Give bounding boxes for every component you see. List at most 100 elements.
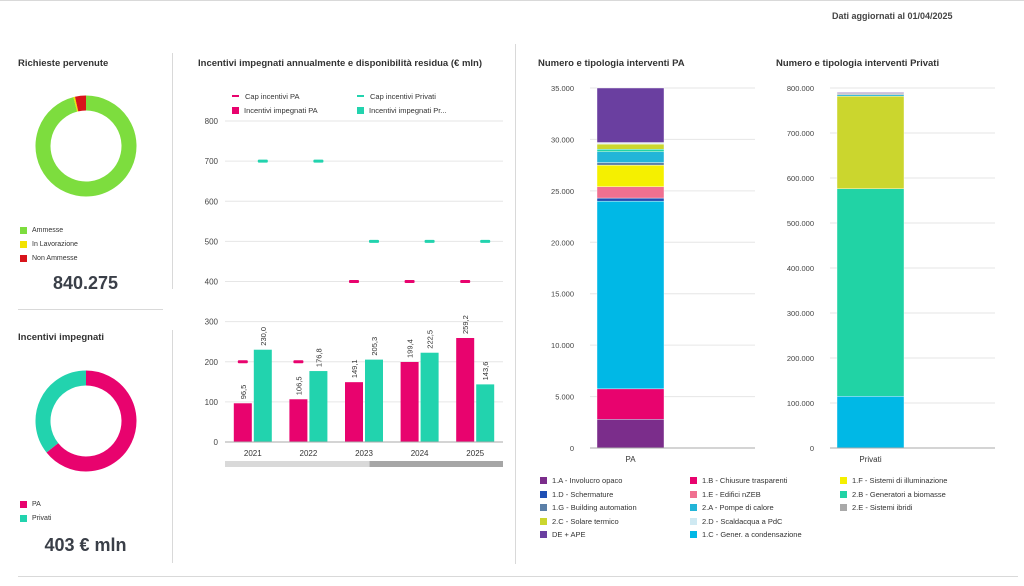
- legend-item-2-c-solare-termico[interactable]: 2.C - Solare termico: [540, 515, 690, 529]
- scrollbar-thumb[interactable]: [369, 461, 503, 467]
- legend-item-privati[interactable]: Privati: [20, 511, 51, 525]
- donut-slice-ammesse[interactable]: [35, 95, 137, 197]
- y-tick-label: 35.000: [551, 84, 574, 93]
- bar-value-label: 149,1: [350, 359, 359, 378]
- donut-slice-pa[interactable]: [46, 370, 137, 472]
- incentives-donut: [35, 370, 137, 472]
- stack-segment-1-a-involucro-opaco[interactable]: [596, 419, 665, 449]
- cap-marker-cap-incentivi-privati-2022[interactable]: [313, 159, 324, 163]
- stack-segment-2-c-solare-termico[interactable]: [836, 95, 905, 189]
- cap-marker-cap-incentivi-privati-2025[interactable]: [480, 239, 491, 243]
- bar-pa-2022[interactable]: [289, 399, 308, 442]
- stack-segment-1-e-edifici-nzeb[interactable]: [596, 186, 665, 199]
- donut-slice-non-ammesse[interactable]: [74, 95, 87, 112]
- legend-swatch: [540, 504, 547, 512]
- bar-privati-2024[interactable]: [420, 352, 439, 442]
- legend-item-1-c-gener-a-condensazione[interactable]: 1.C - Gener. a condensazione: [690, 528, 840, 542]
- legend-item-non-ammesse[interactable]: Non Ammesse: [20, 251, 78, 265]
- incentives-legend: PA Privati: [20, 497, 51, 525]
- stack-segment-1-c-gener-a-condensazione[interactable]: [596, 200, 665, 390]
- stack-segment-1-g-building-automation[interactable]: [596, 162, 665, 166]
- donut-slice-privati[interactable]: [35, 370, 87, 453]
- stack-segment-2-b-generatori-a-biomasse[interactable]: [836, 188, 905, 397]
- cap-marker-cap-incentivi-pa-2021[interactable]: [237, 360, 248, 364]
- middle-column-divider: [515, 44, 516, 564]
- legend-item-2-e-sistemi-ibridi[interactable]: 2.E - Sistemi ibridi: [840, 501, 990, 515]
- legend-item-de-ape[interactable]: DE + APE: [540, 528, 690, 542]
- legend-item-impegnati-privati[interactable]: Incentivi impegnati Pr...: [357, 106, 447, 115]
- requests-legend: Ammesse In Lavorazione Non Ammesse: [20, 223, 78, 265]
- legend-item-1-e-edifici-nzeb[interactable]: 1.E - Edifici nZEB: [690, 488, 840, 502]
- bar-pa-2023[interactable]: [345, 382, 363, 442]
- legend-item-in-lavorazione[interactable]: In Lavorazione: [20, 237, 78, 251]
- bar-value-label: 259,2: [461, 315, 470, 334]
- stack-segment-2-a-pompe-di-calore[interactable]: [836, 94, 905, 97]
- x-tick-label: 2022: [300, 449, 318, 458]
- bar-privati-2022[interactable]: [309, 371, 328, 442]
- legend-item-2-b-generatori-a-biomasse[interactable]: 2.B - Generatori a biomasse: [840, 488, 990, 502]
- bar-privati-2021[interactable]: [253, 349, 272, 442]
- cap-marker-cap-incentivi-pa-2023[interactable]: [349, 280, 359, 283]
- legend-swatch: [232, 106, 239, 114]
- y-tick-label: 200: [205, 358, 219, 367]
- bar-pa-2021[interactable]: [233, 403, 252, 442]
- legend-label: Ammesse: [32, 226, 64, 234]
- y-tick-label: 600: [205, 197, 219, 206]
- incentives-title: Incentivi impegnati: [18, 332, 105, 343]
- requests-donut: [35, 95, 137, 197]
- stack-segment-1-c-gener-a-condensazione[interactable]: [836, 396, 905, 449]
- y-tick-label: 0: [214, 438, 219, 447]
- stack-segment-2-b-generatori-a-biomasse[interactable]: [596, 148, 665, 152]
- legend-item-1-f-sistemi-di-illuminazione[interactable]: 1.F - Sistemi di illuminazione: [840, 474, 990, 488]
- legend-item-2-a-pompe-di-calore[interactable]: 2.A - Pompe di calore: [690, 501, 840, 515]
- legend-item-pa[interactable]: PA: [20, 497, 51, 511]
- legend-swatch: [840, 504, 847, 512]
- cap-marker-cap-incentivi-pa-2022[interactable]: [293, 360, 304, 364]
- legend-item-ammesse[interactable]: Ammesse: [20, 223, 78, 237]
- bar-pa-2025[interactable]: [456, 337, 475, 442]
- legend-label: 1.D - Schermature: [552, 489, 614, 499]
- y-tick-label: 700: [205, 157, 219, 166]
- stack-segment-1-b-chiusure-trasparenti[interactable]: [596, 388, 665, 420]
- legend-item-cap-privati[interactable]: Cap incentivi Privati: [357, 92, 436, 101]
- bar-pa-2024[interactable]: [400, 361, 419, 442]
- y-tick-label: 10.000: [551, 341, 574, 350]
- legend-item-2-d-scaldacqua-a-pdc[interactable]: 2.D - Scaldacqua a PdC: [690, 515, 840, 529]
- legend-label: 2.D - Scaldacqua a PdC: [702, 516, 783, 526]
- cap-marker-cap-incentivi-privati-2023[interactable]: [369, 239, 379, 243]
- bar-value-label: 143,6: [481, 362, 490, 381]
- legend-item-1-d-schermature[interactable]: 1.D - Schermature: [540, 488, 690, 502]
- x-tick-label: 2023: [355, 449, 373, 458]
- legend-item-1-g-building-automation[interactable]: 1.G - Building automation: [540, 501, 690, 515]
- y-tick-label: 400.000: [787, 264, 814, 273]
- cap-marker-cap-incentivi-privati-2024[interactable]: [424, 239, 435, 243]
- legend-label: 1.B - Chiusure trasparenti: [702, 476, 788, 486]
- bar-value-label: 205,3: [370, 337, 379, 356]
- cap-marker-cap-incentivi-privati-2021[interactable]: [257, 159, 268, 163]
- stack-segment-2-a-pompe-di-calore[interactable]: [596, 151, 665, 163]
- legend-label: Privati: [32, 514, 52, 522]
- stack-segment-de-ape[interactable]: [836, 92, 905, 94]
- legend-item-cap-pa[interactable]: Cap incentivi PA: [232, 92, 357, 101]
- legend-swatch: [690, 504, 697, 512]
- bar-value-label: 96,5: [239, 385, 248, 400]
- legend-item-1-b-chiusure-trasparenti[interactable]: 1.B - Chiusure trasparenti: [690, 474, 840, 488]
- cap-marker-cap-incentivi-pa-2025[interactable]: [460, 280, 471, 283]
- stack-segment-2-e-sistemi-ibridi[interactable]: [836, 93, 905, 95]
- scrollbar-track[interactable]: [225, 461, 503, 467]
- top-divider: [0, 0, 1024, 1]
- stack-segment-1-d-schermature[interactable]: [596, 197, 665, 202]
- legend-item-impegnati-pa[interactable]: Incentivi impegnati PA: [232, 106, 357, 115]
- bar-privati-2025[interactable]: [476, 384, 495, 442]
- legend-line-swatch: [357, 95, 364, 97]
- legend-label: Incentivi impegnati Pr...: [369, 105, 447, 115]
- incentives-total: 403 € mln: [44, 535, 127, 555]
- bar-privati-2023[interactable]: [365, 359, 383, 442]
- stack-segment-de-ape[interactable]: [596, 87, 665, 143]
- legend-label: 1.E - Edifici nZEB: [702, 489, 761, 499]
- legend-swatch: [690, 490, 697, 498]
- stack-segment-2-c-solare-termico[interactable]: [596, 143, 665, 150]
- stack-segment-1-f-sistemi-di-illuminazione[interactable]: [596, 164, 665, 187]
- cap-marker-cap-incentivi-pa-2024[interactable]: [404, 280, 415, 283]
- legend-item-1-a-involucro-opaco[interactable]: 1.A - Involucro opaco: [540, 474, 690, 488]
